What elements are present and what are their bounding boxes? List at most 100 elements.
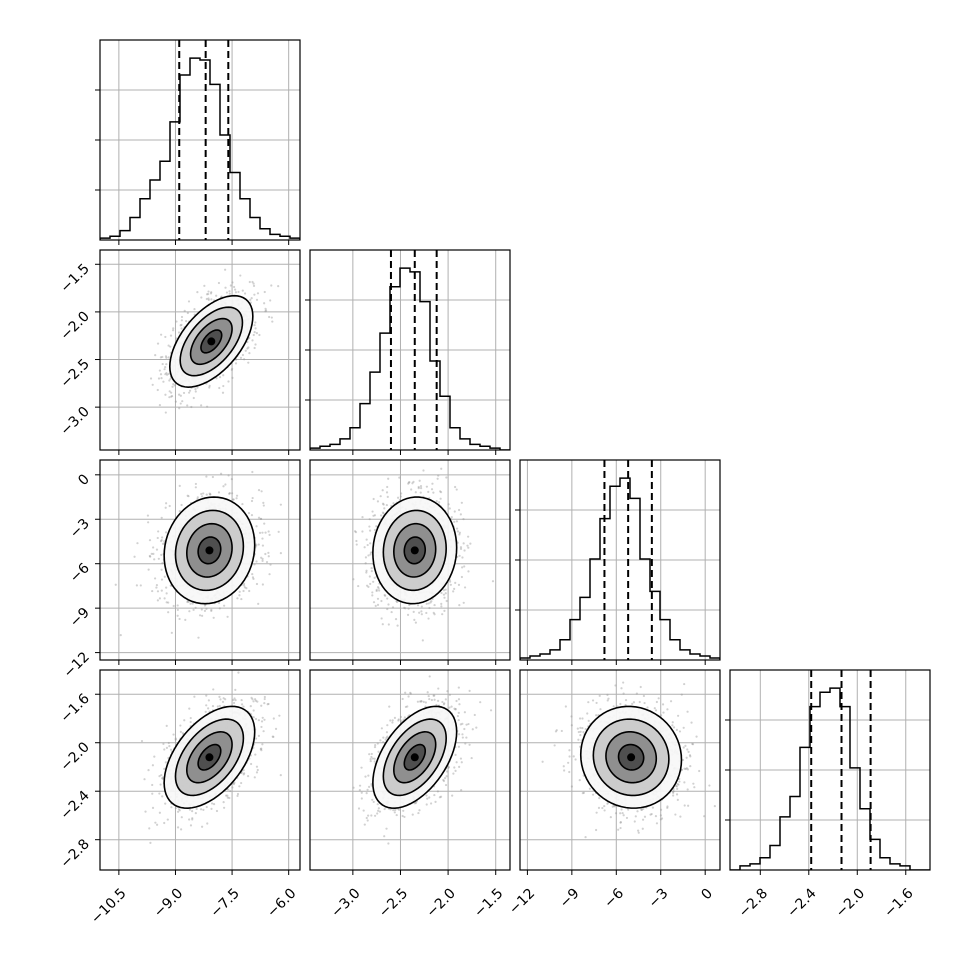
scatter-point — [421, 639, 424, 642]
scatter-point — [149, 555, 152, 558]
scatter-point — [410, 488, 413, 491]
scatter-point — [457, 508, 461, 512]
scatter-point — [253, 346, 256, 350]
scatter-point — [371, 594, 374, 597]
scatter-point — [222, 384, 225, 388]
scatter-point — [157, 530, 160, 533]
scatter-point — [368, 529, 372, 532]
scatter-point — [463, 549, 466, 552]
scatter-point — [260, 720, 264, 723]
scatter-point — [461, 566, 464, 569]
scatter-point — [441, 613, 444, 616]
scatter-point — [219, 472, 223, 475]
scatter-point — [250, 514, 254, 517]
scatter-point — [235, 497, 238, 500]
scatter-point — [165, 356, 168, 359]
scatter-point — [139, 584, 142, 587]
scatter-point — [232, 498, 235, 501]
scatter-point — [160, 333, 163, 336]
scatter-point — [255, 582, 259, 586]
scatter-point — [147, 568, 150, 571]
scatter-point — [461, 556, 464, 559]
scatter-point — [419, 487, 423, 490]
scatter-point — [205, 493, 208, 496]
scatter-point — [151, 764, 154, 767]
scatter-point — [231, 492, 234, 495]
scatter-point — [248, 280, 251, 284]
scatter-point — [203, 284, 206, 287]
scatter-point — [373, 514, 377, 517]
scatter-point — [365, 571, 368, 574]
scatter-point — [193, 308, 196, 311]
scatter-point — [260, 490, 263, 493]
scatter-point — [238, 594, 241, 597]
scatter-point — [203, 609, 207, 612]
scatter-point — [180, 327, 183, 330]
scatter-point — [256, 700, 259, 703]
scatter-point — [236, 792, 240, 796]
scatter-point — [165, 724, 168, 727]
scatter-point — [167, 741, 170, 745]
scatter-point — [232, 498, 235, 501]
scatter-point — [253, 324, 256, 327]
scatter-point — [369, 553, 372, 556]
y-tick-label: −12 — [61, 649, 93, 681]
scatter-point — [369, 551, 373, 554]
scatter-point — [453, 587, 456, 590]
scatter-point — [151, 792, 154, 795]
scatter-point — [165, 601, 168, 604]
scatter-point — [407, 607, 410, 610]
scatter-point — [208, 492, 211, 495]
scatter-point — [459, 547, 463, 551]
scatter-point — [160, 589, 163, 592]
scatter-point — [427, 617, 430, 620]
scatter-point — [237, 290, 240, 294]
scatter-point — [218, 607, 221, 610]
scatter-point — [460, 501, 463, 504]
scatter-point — [234, 362, 238, 365]
scatter-point — [167, 356, 170, 359]
scatter-point — [255, 298, 259, 301]
scatter-point — [377, 587, 380, 590]
scatter-point — [178, 509, 181, 513]
scatter-point — [268, 573, 271, 576]
scatter-point — [384, 594, 387, 597]
scatter-point — [232, 285, 236, 289]
scatter-point — [457, 583, 461, 586]
y-tick-label: −1.5 — [57, 261, 92, 296]
scatter-point — [211, 475, 214, 479]
scatter-point — [204, 710, 207, 713]
scatter-point — [254, 343, 257, 346]
scatter-point — [191, 810, 194, 813]
scatter-point — [172, 604, 175, 608]
scatter-point — [156, 599, 159, 602]
scatter-point — [205, 475, 208, 478]
scatter-point — [279, 774, 282, 777]
scatter-point — [188, 389, 192, 392]
scatter-point — [196, 496, 199, 499]
scatter-point — [159, 356, 162, 359]
scatter-point — [201, 495, 204, 498]
scatter-point — [444, 588, 447, 591]
panel-frame — [309, 459, 511, 661]
scatter-point — [352, 578, 355, 581]
scatter-point — [225, 794, 228, 797]
scatter-point — [407, 481, 411, 484]
scatter-point — [198, 614, 202, 617]
scatter-point — [252, 282, 255, 285]
scatter-point — [180, 816, 183, 819]
scatter-point — [217, 491, 221, 494]
y-tick-label: −2.5 — [57, 356, 92, 391]
density-peak — [410, 546, 419, 555]
scatter-point — [243, 292, 247, 295]
scatter-point — [261, 743, 264, 746]
scatter-point — [414, 491, 417, 494]
scatter-point — [373, 576, 376, 579]
scatter-point — [262, 504, 265, 507]
scatter-point — [230, 368, 233, 372]
scatter-point — [277, 285, 280, 288]
scatter-point — [267, 555, 270, 558]
scatter-point — [140, 739, 144, 743]
scatter-point — [219, 376, 222, 379]
scatter-point — [439, 491, 443, 494]
